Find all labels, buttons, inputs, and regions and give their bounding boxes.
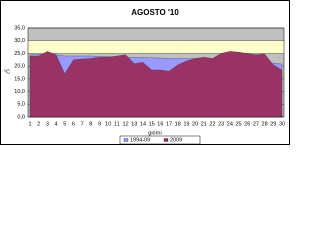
x-tick-label: 16 [157,121,163,127]
x-tick-label: 29 [270,121,276,127]
x-tick-label: 30 [279,121,285,127]
x-tick-label: 12 [123,121,129,127]
y-tick-label: 10,0 [14,89,25,95]
x-tick-label: 15 [149,121,155,127]
legend-box [119,135,201,145]
chart-title: AGOSTO '10 [131,8,179,17]
legend-label: 1994-09 [130,138,150,144]
x-tick-label: 25 [235,121,241,127]
x-tick-label: 19 [183,121,189,127]
y-axis-label: °C [4,69,10,75]
x-tick-label: 28 [262,121,268,127]
x-tick-label: 6 [72,121,75,127]
legend-label: 2009 [170,138,182,144]
x-tick-label: 8 [89,121,92,127]
y-tick-label: 25,0 [14,51,25,57]
y-tick-label: 15,0 [14,76,25,82]
x-tick-label: 22 [209,121,215,127]
area [29,51,283,118]
x-tick-label: 17 [166,121,172,127]
y-tick-label: 30,0 [14,38,25,44]
x-tick-label: 10 [105,121,111,127]
legend-swatch [123,138,129,142]
x-tick-label: 7 [81,121,84,127]
chart: AGOSTO '10 °C giorni 0,0 5,0 10,0 15,0 20,0 2… [0,0,290,145]
x-tick-label: 5 [63,121,66,127]
x-tick-label: 4 [55,121,58,127]
x-tick-label: 13 [131,121,137,127]
y-tick-label: 5,0 [17,102,25,108]
x-tick-label: 18 [175,121,181,127]
x-tick-label: 21 [201,121,207,127]
x-tick-label: 11 [114,121,120,127]
x-tick-label: 1 [28,121,31,127]
x-tick-label: 14 [140,121,146,127]
x-axis-label: giorni [148,130,161,136]
y-tick-label: 20,0 [14,64,25,70]
plot-border [27,27,285,118]
x-tick-label: 27 [253,121,259,127]
x-tick-label: 2 [37,121,40,127]
x-tick-label: 9 [98,121,101,127]
y-tick-label: 35,0 [14,25,25,31]
x-tick-label: 20 [192,121,198,127]
x-tick-label: 24 [227,121,233,127]
x-tick-label: 26 [244,121,250,127]
y-tick-label: 0,0 [17,114,25,120]
band [28,40,284,54]
x-tick-label: 23 [218,121,224,127]
legend-swatch [163,138,169,142]
x-tick-label: 3 [46,121,49,127]
